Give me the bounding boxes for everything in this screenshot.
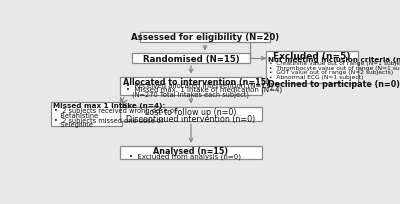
Text: Betahistine: Betahistine — [54, 113, 98, 119]
Text: •  Thrombocyte value out of range (N=1 subject): • Thrombocyte value out of range (N=1 su… — [269, 66, 400, 71]
FancyBboxPatch shape — [51, 102, 122, 126]
Text: Not meeting inclusion criteria (n=5): Not meeting inclusion criteria (n=5) — [268, 57, 400, 63]
FancyBboxPatch shape — [140, 32, 270, 42]
Text: •  Creatinine value out of range (N=1 subject): • Creatinine value out of range (N=1 sub… — [269, 61, 400, 66]
Text: Discontinued intervention (n=0): Discontinued intervention (n=0) — [126, 115, 256, 124]
Text: Missed max 1 intake (n=4):: Missed max 1 intake (n=4): — [53, 103, 165, 110]
Text: Lost to follow up (n=0): Lost to follow up (n=0) — [145, 108, 237, 117]
Text: Analysed (n=15): Analysed (n=15) — [154, 147, 229, 156]
FancyBboxPatch shape — [120, 146, 262, 159]
Text: Allocated to intervention (n=15): Allocated to intervention (n=15) — [123, 78, 270, 87]
Text: •  GOT value out of range (N=2 subjects): • GOT value out of range (N=2 subjects) — [269, 70, 394, 75]
Text: Declined to participate (n=0): Declined to participate (n=0) — [268, 80, 400, 89]
Text: •  2 subjects missed one dose of: • 2 subjects missed one dose of — [54, 118, 164, 124]
Text: •  Excluded from analysis (n=0): • Excluded from analysis (n=0) — [129, 154, 241, 160]
Text: Assessed for eligibility (N=20): Assessed for eligibility (N=20) — [131, 33, 279, 42]
Text: Selegiline: Selegiline — [54, 122, 93, 128]
FancyBboxPatch shape — [132, 53, 250, 63]
Text: •  Missed max. 1 intake of medication (N=4): • Missed max. 1 intake of medication (N=… — [126, 87, 282, 93]
FancyBboxPatch shape — [266, 51, 358, 83]
FancyBboxPatch shape — [120, 106, 262, 121]
Text: •  Received allocated intervention (N=11): • Received allocated intervention (N=11) — [126, 82, 273, 89]
Text: •  2 subjects received wrong dose of: • 2 subjects received wrong dose of — [54, 108, 177, 114]
Text: (N=270 Total Intakes each subject): (N=270 Total Intakes each subject) — [132, 92, 249, 98]
Text: •  Abnormal ECG (N=1 subject): • Abnormal ECG (N=1 subject) — [269, 75, 364, 80]
FancyBboxPatch shape — [120, 77, 262, 95]
Text: Randomised (N=15): Randomised (N=15) — [143, 55, 239, 64]
Text: Excluded (n=5): Excluded (n=5) — [273, 52, 351, 61]
